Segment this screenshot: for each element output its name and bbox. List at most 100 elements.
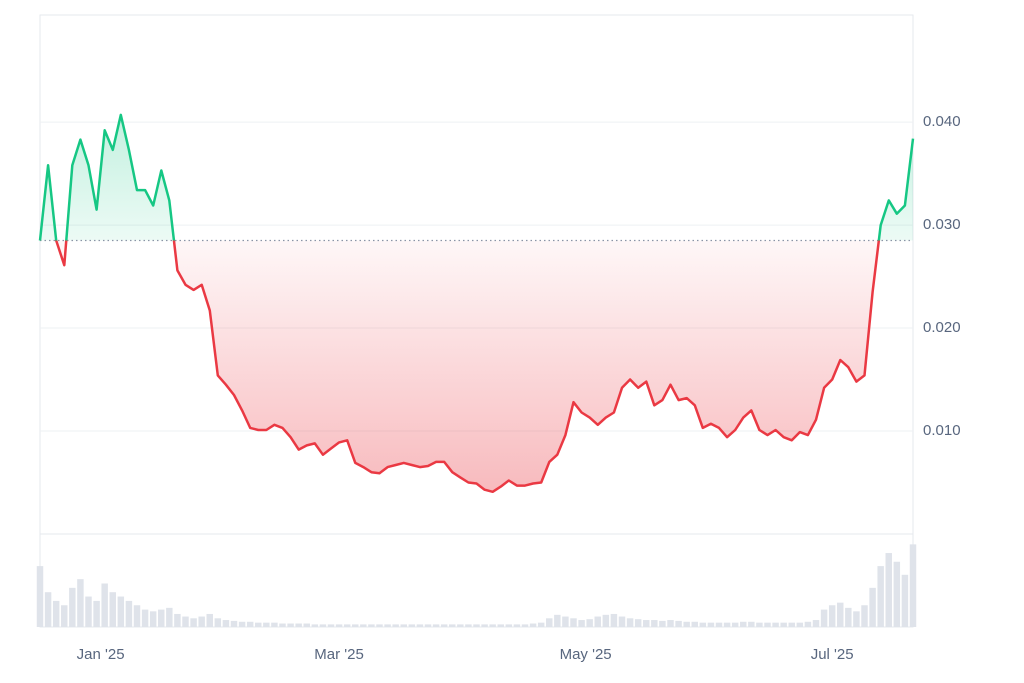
volume-bar <box>659 620 666 627</box>
volume-bar <box>610 613 618 627</box>
volume-bar <box>182 616 189 627</box>
x-tick-label: May '25 <box>560 646 612 663</box>
volume-bar <box>521 624 529 627</box>
volume-bar <box>368 624 375 627</box>
volume-bar <box>731 622 739 627</box>
volume-bar <box>319 624 327 627</box>
volume-bar <box>626 618 634 627</box>
y-tick-label: 0.020 <box>923 319 961 336</box>
volume-bar <box>481 624 488 627</box>
volume-bar <box>788 622 795 627</box>
volume-bar <box>77 579 84 627</box>
volume-bar <box>198 616 205 627</box>
volume-bar <box>634 619 642 627</box>
volume-bar <box>311 624 319 627</box>
volume-bar <box>812 620 820 627</box>
volume-bar <box>424 624 432 627</box>
x-tick-label: Jan '25 <box>77 646 125 663</box>
volume-bar <box>392 624 399 627</box>
volume-bar <box>109 592 116 627</box>
volume-bar <box>190 618 197 627</box>
volume-bar <box>101 583 108 627</box>
volume-bar <box>772 622 779 627</box>
volume-bar <box>473 624 480 627</box>
volume-bar <box>141 609 149 627</box>
volume-bar <box>400 624 407 627</box>
price-line <box>38 113 915 494</box>
volume-bar <box>869 587 876 627</box>
volume-bar <box>69 587 76 627</box>
volume-bar <box>246 621 254 627</box>
volume-bar <box>828 605 836 627</box>
price-area <box>40 114 913 492</box>
volume-bar <box>715 622 723 627</box>
volume-bar <box>578 620 585 627</box>
volume-bar <box>513 624 521 627</box>
volume-bar <box>683 621 690 627</box>
volume-bar <box>505 624 513 627</box>
volume-bar <box>230 620 238 627</box>
volume-bar <box>893 561 901 627</box>
volume-bar <box>376 624 383 627</box>
volume-bar <box>562 616 569 627</box>
volume-bar <box>303 623 310 627</box>
volume-bar <box>214 618 222 627</box>
volume-bar <box>901 574 909 627</box>
volume-bar <box>877 566 884 627</box>
volume-bar <box>174 613 181 627</box>
volume-bar <box>149 611 157 627</box>
volume-bar <box>909 544 917 627</box>
volume-bar <box>36 566 44 627</box>
volume-bar <box>723 622 731 627</box>
volume-bar <box>457 624 464 627</box>
volume-bar <box>853 611 860 627</box>
volume-bar <box>271 622 278 627</box>
volume-bar <box>416 624 424 627</box>
volume-bar <box>699 622 707 627</box>
volume-bar <box>408 624 416 627</box>
volume-bar <box>61 605 68 627</box>
volume-bar <box>667 620 674 627</box>
y-tick-label: 0.030 <box>923 216 961 233</box>
volume-bar <box>133 605 141 627</box>
volume-bar <box>837 602 844 627</box>
volume-bar <box>327 624 335 627</box>
volume-bar <box>125 600 133 627</box>
volume-bar <box>279 623 286 627</box>
volume-bar <box>93 600 100 627</box>
volume-bar <box>497 624 504 627</box>
volume-bar <box>335 624 343 627</box>
volume-bar <box>691 621 698 627</box>
volume-bar <box>238 621 246 627</box>
volume-bar <box>602 614 610 627</box>
volume-bar <box>295 623 302 627</box>
y-tick-label: 0.040 <box>923 113 961 130</box>
volume-bar <box>465 624 472 627</box>
volume-bar <box>845 607 852 627</box>
volume-bar <box>546 618 553 627</box>
volume-bar <box>707 622 715 627</box>
volume-bar <box>756 622 763 627</box>
volume-bar <box>780 622 787 627</box>
volume-bar <box>529 623 537 627</box>
volume-bar <box>44 592 52 627</box>
volume-bar <box>352 624 359 627</box>
volume-bar <box>570 618 577 627</box>
x-tick-label: Mar '25 <box>314 646 364 663</box>
volume-bar <box>287 623 294 627</box>
volume-bar <box>449 624 456 627</box>
volume-bar <box>166 607 173 627</box>
volume-bar <box>537 622 545 627</box>
volume-bar <box>740 621 747 627</box>
y-tick-label: 0.010 <box>923 422 961 439</box>
volume-bar <box>222 620 230 627</box>
volume-bar <box>489 624 496 627</box>
volume-bar <box>206 613 213 627</box>
volume-bar <box>643 620 650 627</box>
volume-bar <box>85 596 92 627</box>
volume-bar <box>586 619 593 627</box>
volume-bar <box>360 624 367 627</box>
volume-bar <box>764 622 771 627</box>
volume-bar <box>440 624 448 627</box>
